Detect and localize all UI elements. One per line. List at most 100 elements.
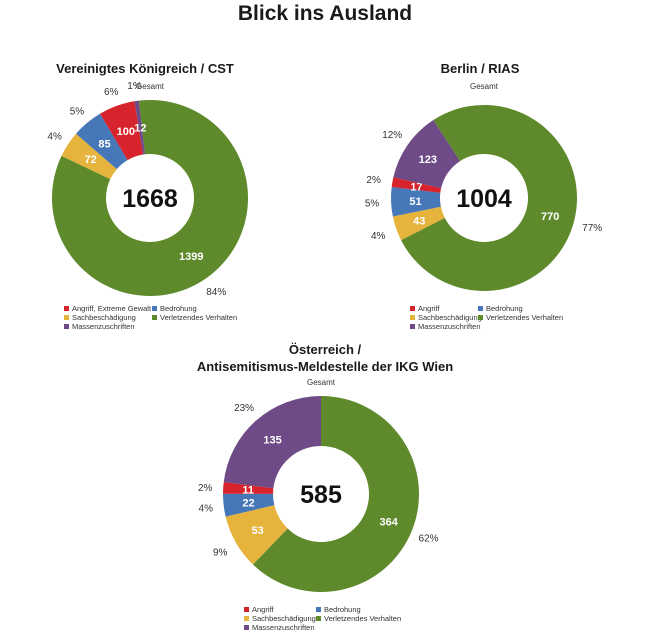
slice-percent-label: 77% [582,223,602,234]
slice-massenzuschriften [223,396,321,489]
legend-label: Angriff [252,605,274,614]
slice-percent-label: 84% [206,287,226,298]
legend-item-bedrohung: Bedrohung [478,304,523,313]
slice-percent-label: 2% [198,483,213,494]
slice-massenzuschriften [134,100,146,155]
legend-swatch [478,306,483,311]
legend-item-bedrohung: Bedrohung [316,605,361,614]
legend-label: Verletzendes Verhalten [160,313,238,322]
legend-label: Bedrohung [486,304,523,313]
legend-label: Sachbeschädigung [418,313,482,322]
legend-item-angriff: Angriff [244,605,274,614]
legend-swatch [244,607,249,612]
slice-value-label: 364 [380,516,399,528]
slice-value-label: 72 [84,154,96,166]
legend-label: Angriff, Extreme Gewalt [72,304,152,313]
slice-value-label: 17 [410,181,422,193]
legend-item-massenzuschriften: Massenzuschriften [410,322,481,331]
legend-label: Angriff [418,304,440,313]
legend-swatch [410,324,415,329]
legend-label: Massenzuschriften [252,623,315,632]
slice-angriff [391,177,442,193]
legend-label: Verletzendes Verhalten [486,313,564,322]
legend-swatch [316,607,321,612]
slice-percent-label: 1% [127,81,142,92]
legend-label: Massenzuschriften [418,322,481,331]
slice-angriff [100,101,144,161]
slice-percent-label: 62% [419,533,439,544]
legend-swatch [244,625,249,630]
slice-sachbesch-digung [392,206,445,241]
slice-percent-label: 9% [213,547,228,558]
slice-verletzendes-verhalten [51,100,249,296]
chart-title: Österreich / Antisemitismus-Meldestelle d… [196,342,454,374]
legend-swatch [316,616,321,621]
slice-percent-label: 23% [234,403,254,414]
slice-percent-label: 12% [382,130,402,141]
legend-swatch [410,306,415,311]
total-label: 585 [300,481,342,509]
legend-swatch [152,315,157,320]
legend-label: Sachbeschädigung [252,614,316,623]
slice-percent-label: 4% [371,231,386,242]
legend-label: Verletzendes Verhalten [324,614,402,623]
slice-value-label: 51 [409,196,421,208]
chart-title: Berlin / RIAS [440,61,520,76]
slice-percent-label: 5% [365,199,380,210]
slice-sachbesch-digung [61,133,117,180]
slice-bedrohung [390,186,441,217]
slice-verletzendes-verhalten [252,396,419,592]
slice-percent-label: 2% [366,175,381,186]
slice-angriff [223,482,274,494]
slice-bedrohung [223,493,275,517]
legend-item-verletzendes-verhalten: Verletzendes Verhalten [316,614,401,623]
legend-item-sachbesch-digung: Sachbeschädigung [244,614,316,623]
slice-value-label: 53 [251,525,263,537]
slice-verletzendes-verhalten [401,105,577,292]
chart-subtitle: Gesamt [469,82,498,91]
slice-value-label: 135 [263,434,281,446]
legend-item-verletzendes-verhalten: Verletzendes Verhalten [152,313,237,322]
slice-percent-label: 5% [70,106,85,117]
legend-swatch [478,315,483,320]
legend-item-angriff: Angriff, Extreme Gewalt [64,304,151,313]
slice-value-label: 1399 [179,251,203,263]
slice-value-label: 85 [98,138,110,150]
legend-label: Massenzuschriften [72,322,135,331]
chart-subtitle: Gesamt [306,378,335,387]
slice-value-label: 100 [117,126,135,138]
legend-label: Bedrohung [160,304,197,313]
slice-massenzuschriften [393,120,461,189]
legend-swatch [64,315,69,320]
legend-item-bedrohung: Bedrohung [152,304,197,313]
slice-percent-label: 6% [104,87,119,98]
legend-swatch [410,315,415,320]
slice-value-label: 123 [419,154,437,166]
slice-value-label: 770 [541,211,559,223]
slice-sachbesch-digung [225,505,288,565]
legend-item-verletzendes-verhalten: Verletzendes Verhalten [478,313,563,322]
legend-label: Bedrohung [324,605,361,614]
legend-item-angriff: Angriff [410,304,440,313]
slice-bedrohung [76,113,128,170]
legend-item-sachbesch-digung: Sachbeschädigung [410,313,482,322]
total-label: 1668 [122,185,178,213]
chart-subtitle: Gesamt [135,82,164,91]
legend-item-massenzuschriften: Massenzuschriften [64,322,135,331]
slice-value-label: 11 [242,484,254,496]
slice-value-label: 12 [134,123,146,135]
legend-item-sachbesch-digung: Sachbeschädigung [64,313,136,322]
legend-swatch [244,616,249,621]
legend-item-massenzuschriften: Massenzuschriften [244,623,315,632]
slice-percent-label: 4% [47,132,62,143]
total-label: 1004 [456,185,512,213]
legend-swatch [64,324,69,329]
slice-percent-label: 4% [199,503,214,514]
legend-swatch [152,306,157,311]
slice-value-label: 22 [242,497,254,509]
slice-value-label: 43 [413,216,425,228]
chart-title: Vereinigtes Königreich / CST [56,61,234,76]
